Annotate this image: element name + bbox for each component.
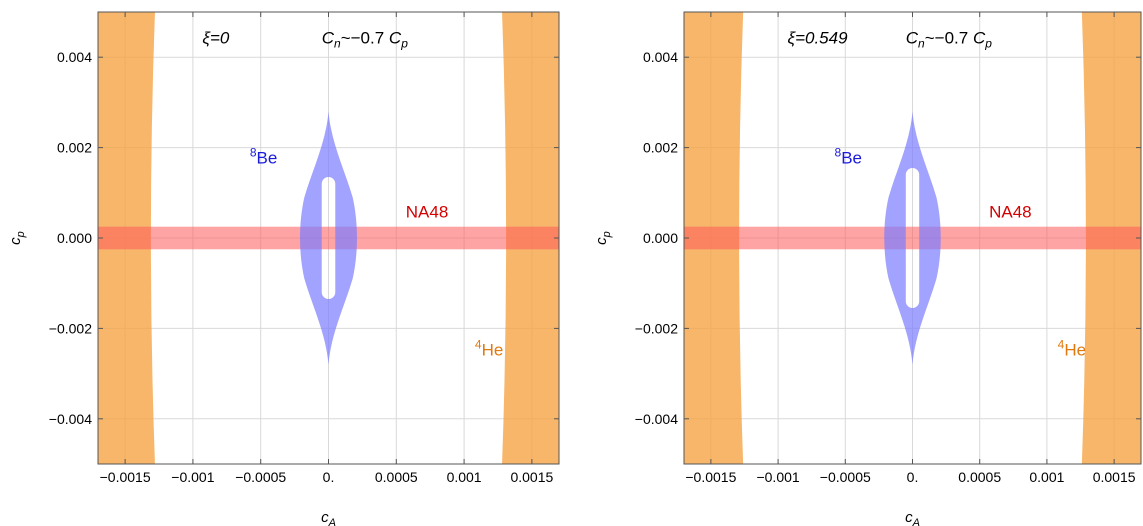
y-tick-label: 0.002	[57, 140, 92, 156]
x-axis-label: cA	[905, 509, 920, 526]
x-tick-label: −0.001	[756, 469, 799, 485]
be8-label: 8Be	[250, 145, 277, 167]
x-tick-label: 0.0015	[1093, 469, 1136, 485]
x-tick-label: 0.0005	[958, 469, 1001, 485]
be8-region	[884, 111, 941, 365]
y-tick-label: −0.002	[635, 320, 678, 336]
x-tick-label: −0.0005	[235, 469, 286, 485]
x-tick-label: −0.0015	[100, 469, 151, 485]
plot-area	[684, 12, 1141, 464]
x-tick-label: 0.	[323, 469, 335, 485]
plot-panel-1: −0.0015 −0.001 −0.0005 0. 0.0005 0.001 0.0015 0…	[7, 11, 560, 526]
be8-label: 8Be	[835, 145, 862, 167]
panel-annotation-relation: Cn~−0.7 Cp	[322, 29, 408, 51]
na48-label: NA48	[989, 203, 1032, 222]
y-axis-label: cp	[7, 231, 27, 245]
x-tick-label: −0.0005	[820, 469, 871, 485]
y-tick-label: −0.004	[49, 411, 92, 427]
y-tick-label: −0.002	[49, 320, 92, 336]
he4-label: 4He	[1058, 338, 1086, 360]
y-tick-label: 0.004	[643, 49, 678, 65]
na48-label: NA48	[406, 203, 449, 222]
x-tick-label: −0.001	[171, 469, 214, 485]
panel-annotation: ξ=0	[202, 29, 230, 48]
x-tick-label: 0.0015	[510, 469, 553, 485]
plot-area	[98, 12, 559, 464]
he4-label: 4He	[475, 338, 503, 360]
y-tick-label: 0.002	[643, 140, 678, 156]
na48-band	[98, 226, 559, 250]
na48-band	[684, 226, 1141, 250]
panel-annotation: ξ=0.549	[787, 29, 848, 48]
y-tick-label: 0.004	[57, 49, 92, 65]
x-tick-label: 0.001	[447, 469, 482, 485]
x-tick-label: 0.001	[1029, 469, 1064, 485]
y-tick-label: −0.004	[635, 411, 678, 427]
x-tick-label: −0.0015	[685, 469, 736, 485]
plot-panel-2: −0.0015 −0.001 −0.0005 0. 0.0005 0.001 0.0015 0…	[593, 11, 1142, 526]
y-tick-label: 0.000	[57, 230, 92, 246]
x-tick-label: 0.0005	[375, 469, 418, 485]
y-tick-label: 0.000	[643, 230, 678, 246]
y-axis-label: cp	[593, 231, 613, 245]
panel-annotation-relation: Cn~−0.7 Cp	[906, 29, 992, 51]
x-axis-label: cA	[321, 509, 336, 526]
be8-region	[300, 111, 357, 365]
x-tick-label: 0.	[907, 469, 919, 485]
